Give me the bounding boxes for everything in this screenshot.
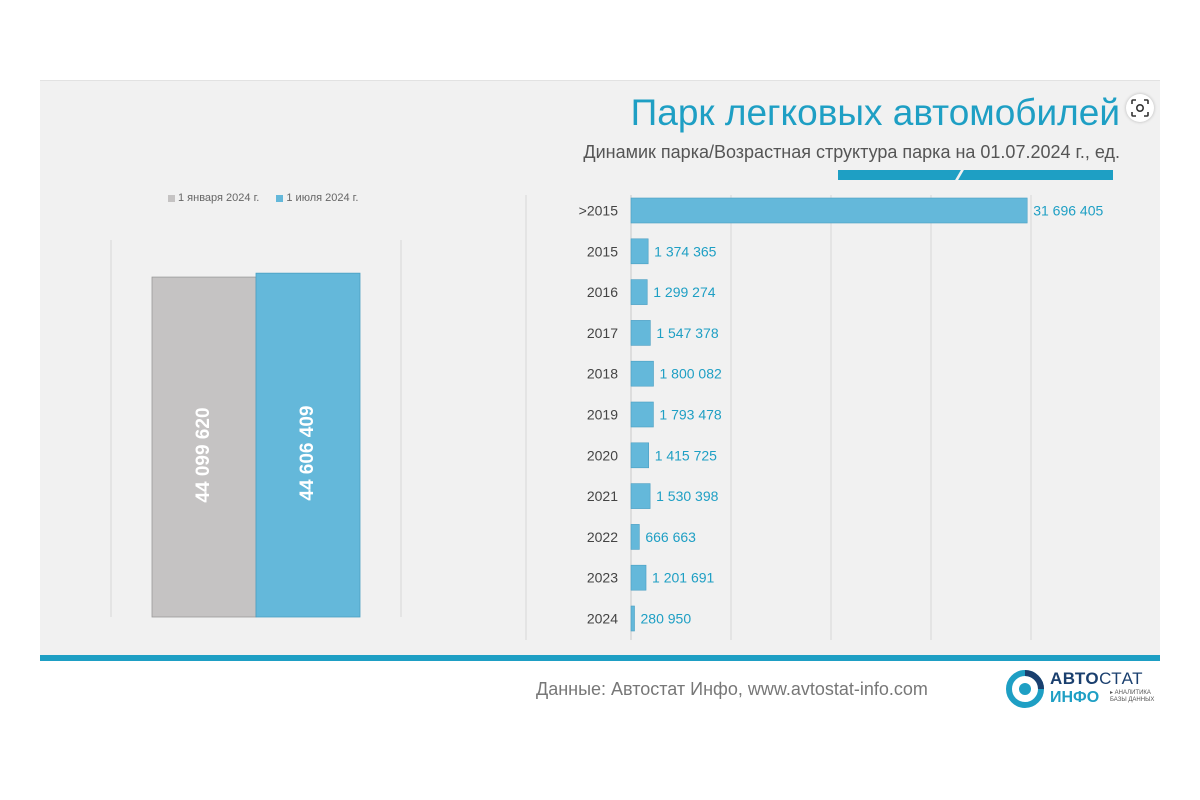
total-bar-2 [255,272,361,618]
logo-wordmark-line1: АВТОСТАТ [1050,669,1143,689]
avtostat-logo-mark [1006,670,1044,708]
chart-legend: 1 января 2024 г. 1 июля 2024 г. [168,192,372,204]
logo-wordmark-thin: СТАТ [1099,669,1144,688]
age-category-label-9: 2022 [587,529,618,545]
legend-label-july: 1 июля 2024 г. [286,192,359,205]
chart-subtitle: Динамик парка/Возрастная структура парка… [583,142,1120,162]
age-category-label-10: 2023 [587,570,618,586]
age-category-label-6: 2019 [587,407,618,423]
age-bar-label-5: 1 800 082 [660,366,722,382]
lens-icon[interactable] [1126,94,1154,122]
age-bar-label-4: 1 547 378 [656,325,718,341]
age-category-label-5: 2018 [587,366,618,382]
age-bar-10 [630,564,647,591]
age-category-label-3: 2016 [587,284,618,300]
age-category-label-7: 2020 [587,447,618,463]
legend-label-january: 1 января 2024 г. [178,192,260,205]
age-bar-7 [630,442,649,469]
age-bar-label-1: 31 696 405 [1033,203,1103,219]
age-bar-label-11: 280 950 [641,611,692,627]
age-bar-4 [630,320,651,346]
legend-item-january: 1 января 2024 г. [168,192,259,204]
slide-bottom-bar [40,655,1160,661]
total-bar-1 [151,276,257,618]
age-bar-11 [630,605,635,632]
age-bar-1 [630,197,1028,224]
age-bar-3 [630,279,648,305]
logo-wordmark-bold: АВТО [1050,669,1100,688]
age-category-label-11: 2024 [587,611,618,627]
age-category-label-1: >2015 [579,203,619,219]
legend-item-july: 1 июля 2024 г. [276,192,358,204]
age-bar-5 [630,360,654,387]
age-bar-label-9: 666 663 [645,529,696,545]
chart-title: Парк легковых автомобилей [630,92,1120,133]
legend-swatch-july [276,194,284,202]
total-bar-label-2: 44 606 409 [297,406,318,501]
data-source-text: Данные: Автостат Инфо, www.avtostat-info… [536,679,928,699]
age-bar-label-8: 1 530 398 [656,488,718,504]
age-bar-2 [630,238,649,265]
age-category-label-4: 2017 [587,325,618,341]
age-bar-label-2: 1 374 365 [654,243,716,259]
age-category-label-2: 2015 [587,243,618,259]
total-bar-label-1: 44 099 620 [193,407,214,502]
age-bar-8 [630,483,651,509]
title-accent-line [838,170,1113,180]
age-bar-label-6: 1 793 478 [659,407,721,423]
age-bar-label-3: 1 299 274 [653,284,715,300]
age-bar-label-7: 1 415 725 [655,447,717,463]
avtostat-logo: АВТОСТАТ ИНФО ▸ АНАЛИТИКА БАЗЫ ДАННЫХ [1006,668,1156,712]
age-category-label-8: 2021 [587,488,618,504]
logo-tagline: ▸ АНАЛИТИКА БАЗЫ ДАННЫХ [1110,690,1155,703]
lens-icon-glyph [1131,99,1149,117]
age-bar-label-10: 1 201 691 [652,570,714,586]
age-bar-9 [630,524,640,550]
legend-swatch-january [168,194,175,202]
age-bar-6 [630,401,654,428]
logo-wordmark-line2: ИНФО [1050,689,1100,706]
